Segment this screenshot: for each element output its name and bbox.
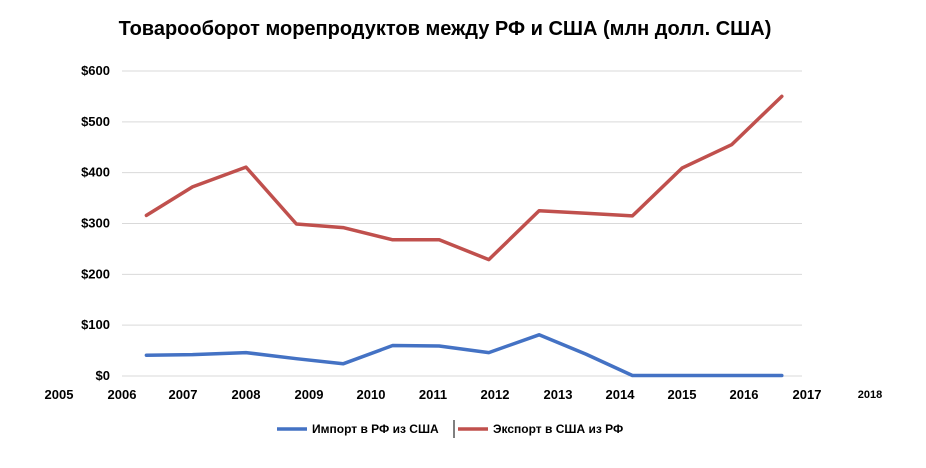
- legend-label-1: Импорт в РФ из США: [312, 422, 439, 436]
- x-tick-label: 2016: [730, 387, 759, 402]
- x-tick-label: 2011: [419, 387, 447, 402]
- series-line-1: [144, 333, 784, 378]
- y-tick-label: $0: [96, 368, 110, 383]
- x-tick-label: 2015: [668, 387, 697, 402]
- x-tick-label: 2018: [858, 389, 882, 401]
- x-tick-label: 2017: [793, 387, 822, 402]
- x-tick-label: 2009: [295, 387, 324, 402]
- legend-label-2: Экспорт в США из РФ: [493, 422, 623, 436]
- y-tick-label: $200: [81, 266, 110, 281]
- x-tick-label: 2012: [481, 387, 510, 402]
- x-tick-label: 2007: [169, 387, 198, 402]
- y-tick-label: $100: [81, 317, 110, 332]
- x-tick-label: 2008: [232, 387, 261, 402]
- x-tick-label: 2014: [606, 387, 636, 402]
- y-tick-label: $400: [81, 165, 110, 180]
- x-tick-label: 2010: [357, 387, 386, 402]
- series-line-2: [144, 94, 784, 262]
- chart-title: Товарооборот морепродуктов между РФ и СШ…: [118, 18, 772, 40]
- x-tick-label: 2005: [45, 387, 74, 402]
- y-tick-label: $500: [81, 114, 110, 129]
- x-tick-label: 2006: [108, 387, 137, 402]
- y-tick-label: $300: [81, 216, 110, 231]
- y-tick-label: $600: [81, 63, 110, 78]
- x-tick-label: 2013: [544, 387, 573, 402]
